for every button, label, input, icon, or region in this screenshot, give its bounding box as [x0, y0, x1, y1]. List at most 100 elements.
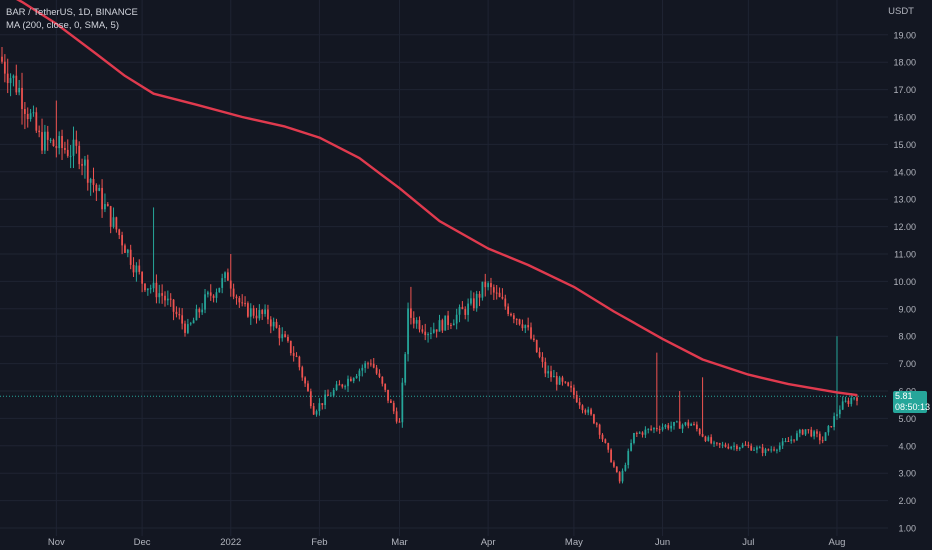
candle-body — [372, 363, 375, 368]
candle-body — [395, 411, 398, 422]
indicator-label[interactable]: MA (200, close, 0, SMA, 5) — [6, 20, 119, 31]
candle-body — [653, 427, 655, 430]
y-tick-label: 12.00 — [893, 222, 916, 232]
candle-body — [378, 373, 381, 377]
candle-body — [118, 229, 121, 236]
candle-body — [258, 310, 261, 319]
y-tick-label: 16.00 — [893, 113, 916, 123]
time-axis[interactable]: Nov Dec 2022 Feb Mar Apr May Jun Jul Aug — [48, 537, 846, 548]
candle-body — [126, 249, 129, 253]
candle-body — [561, 377, 564, 382]
candle-body — [684, 422, 687, 425]
candle-body — [430, 332, 432, 335]
price-axis[interactable]: 1.002.003.004.005.006.007.008.009.0010.0… — [893, 30, 916, 533]
candle-body — [484, 281, 487, 288]
candle-body — [635, 432, 638, 434]
candle-body — [744, 444, 747, 446]
candle-body — [675, 421, 678, 423]
candle-body — [621, 470, 624, 482]
y-tick-label: 10.00 — [893, 277, 916, 287]
candle-body — [235, 296, 238, 299]
y-tick-label: 5.00 — [898, 414, 916, 424]
candle-body — [530, 327, 532, 339]
candle-body — [532, 338, 535, 341]
x-tick-label: Feb — [311, 537, 327, 548]
candle-body — [438, 320, 441, 332]
candle-body — [315, 411, 318, 415]
candle-body — [86, 159, 89, 183]
candle-body — [598, 424, 601, 435]
candle-body — [269, 319, 272, 327]
candle-body — [673, 422, 675, 426]
symbol-title[interactable]: BAR / TetherUS, 1D, BINANCE — [6, 7, 138, 18]
candle-body — [132, 264, 135, 273]
candle-body — [544, 361, 547, 374]
candle-body — [624, 465, 627, 471]
candle-body — [172, 299, 175, 312]
candle-body — [421, 329, 424, 332]
candle-body — [261, 310, 264, 314]
last-price-value: 5.81 — [895, 391, 913, 401]
candle-body — [12, 75, 15, 79]
candle-body — [764, 449, 767, 454]
candle-body — [467, 303, 469, 315]
candle-body — [798, 429, 801, 434]
candle-body — [452, 323, 455, 326]
candle-body — [767, 449, 770, 451]
candle-body — [801, 429, 804, 435]
candle-body — [824, 432, 827, 441]
candle-body — [166, 298, 169, 301]
candle-body — [412, 317, 415, 324]
candle-body — [307, 383, 309, 392]
candle-body — [510, 313, 512, 316]
candle-body — [149, 288, 152, 290]
chart-legend: BAR / TetherUS, 1D, BINANCE MA (200, clo… — [6, 6, 138, 32]
y-tick-label: 17.00 — [893, 85, 916, 95]
candle-body — [29, 113, 32, 120]
candle-body — [724, 444, 727, 447]
candle-body — [407, 308, 409, 355]
candle-body — [327, 394, 329, 396]
candle-body — [773, 449, 775, 451]
candle-body — [610, 449, 612, 463]
candle-body — [667, 425, 670, 429]
candle-body — [630, 442, 632, 451]
candle-body — [227, 272, 229, 281]
candle-body — [66, 149, 69, 156]
y-tick-label: 1.00 — [898, 524, 916, 534]
candle-body — [49, 139, 52, 141]
candle-body — [195, 309, 198, 321]
candle-body — [507, 306, 510, 314]
candle-body — [287, 337, 289, 341]
candle-body — [713, 442, 715, 444]
candle-body — [793, 439, 795, 441]
candle-body — [198, 309, 201, 313]
candle-body — [727, 446, 730, 449]
candle-body — [778, 445, 781, 450]
candle-body — [615, 466, 618, 473]
candle-body — [570, 385, 572, 388]
candle-body — [432, 329, 435, 333]
candle-body — [72, 139, 75, 156]
x-tick-label: Mar — [391, 537, 407, 548]
candle-body — [807, 429, 810, 431]
candle-body — [304, 377, 306, 384]
candle-body — [89, 179, 92, 183]
candle-body — [18, 87, 21, 93]
candle-body — [518, 319, 521, 325]
y-tick-label: 2.00 — [898, 496, 916, 506]
candle-body — [390, 400, 392, 403]
candle-body — [641, 432, 644, 435]
candle-body — [164, 295, 166, 301]
candle-body — [833, 416, 836, 428]
candle-body — [784, 440, 787, 442]
candle-body — [267, 309, 269, 320]
candle-body — [144, 283, 146, 291]
candle-body — [387, 389, 389, 401]
candle-body — [247, 303, 249, 317]
candle-body — [232, 288, 235, 297]
x-tick-label: Jun — [655, 537, 670, 548]
candle-body — [718, 443, 721, 445]
candle-body — [206, 292, 209, 295]
